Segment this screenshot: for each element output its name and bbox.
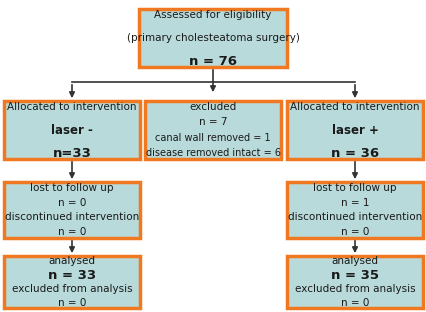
- Text: excluded: excluded: [189, 102, 236, 112]
- Text: analysed: analysed: [49, 256, 95, 266]
- FancyBboxPatch shape: [139, 9, 286, 67]
- FancyBboxPatch shape: [286, 101, 422, 159]
- Text: n = 1: n = 1: [340, 197, 368, 207]
- Text: Allocated to intervention: Allocated to intervention: [7, 102, 136, 112]
- FancyBboxPatch shape: [286, 256, 422, 308]
- FancyBboxPatch shape: [286, 182, 422, 238]
- Text: canal wall removed = 1: canal wall removed = 1: [155, 133, 270, 143]
- Text: disease removed intact = 6: disease removed intact = 6: [145, 148, 280, 158]
- Text: lost to follow up: lost to follow up: [313, 183, 396, 193]
- FancyBboxPatch shape: [4, 101, 140, 159]
- Text: n = 0: n = 0: [58, 298, 86, 308]
- Text: n = 0: n = 0: [58, 197, 86, 207]
- Text: n = 0: n = 0: [340, 298, 368, 308]
- Text: discontinued intervention: discontinued intervention: [287, 212, 421, 222]
- Text: n = 33: n = 33: [48, 269, 96, 281]
- Text: laser +: laser +: [331, 124, 377, 137]
- Text: n = 36: n = 36: [330, 147, 378, 160]
- FancyBboxPatch shape: [145, 101, 280, 159]
- Text: analysed: analysed: [331, 256, 377, 266]
- Text: n = 0: n = 0: [340, 227, 368, 237]
- Text: n = 35: n = 35: [330, 269, 378, 281]
- Text: laser -: laser -: [51, 124, 93, 137]
- Text: Assessed for eligibility: Assessed for eligibility: [154, 10, 271, 20]
- Text: lost to follow up: lost to follow up: [30, 183, 113, 193]
- Text: Allocated to intervention: Allocated to intervention: [290, 102, 419, 112]
- Text: n = 0: n = 0: [58, 227, 86, 237]
- Text: n=33: n=33: [52, 147, 91, 160]
- Text: n = 7: n = 7: [198, 117, 227, 127]
- Text: excluded from analysis: excluded from analysis: [294, 284, 414, 294]
- FancyBboxPatch shape: [4, 256, 140, 308]
- Text: discontinued intervention: discontinued intervention: [5, 212, 139, 222]
- FancyBboxPatch shape: [4, 182, 140, 238]
- Text: excluded from analysis: excluded from analysis: [12, 284, 132, 294]
- Text: (primary cholesteatoma surgery): (primary cholesteatoma surgery): [126, 33, 299, 43]
- Text: n = 76: n = 76: [189, 55, 236, 68]
